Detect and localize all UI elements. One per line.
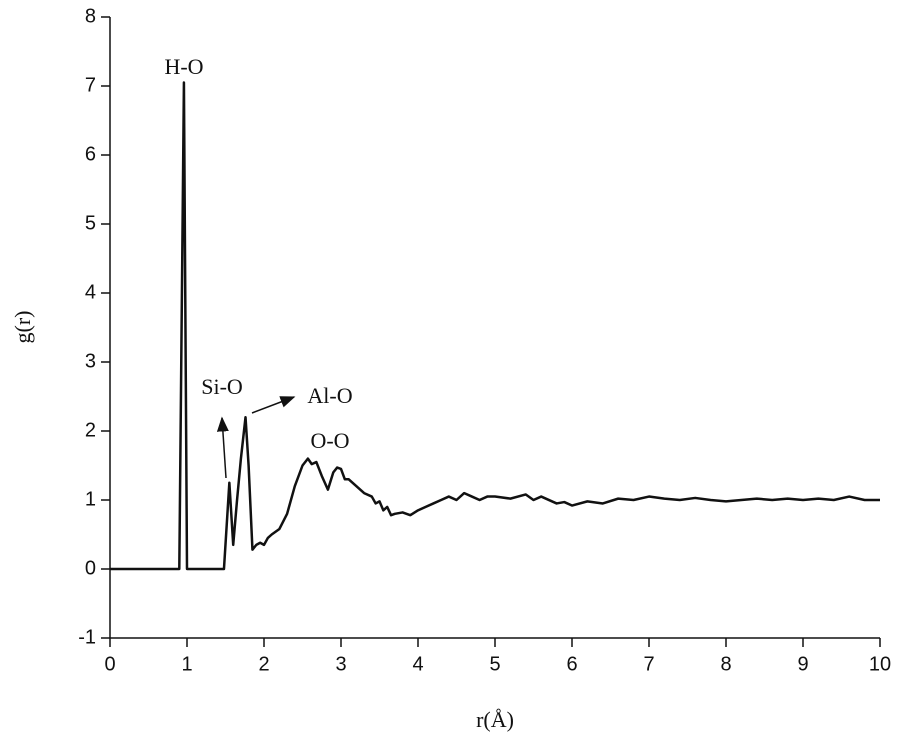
x-axis-label: r(Å) — [476, 707, 514, 732]
data-line — [110, 81, 880, 571]
y-tick-label: -1 — [78, 626, 96, 648]
annotation: H-O — [164, 54, 203, 79]
x-tick-label: 0 — [104, 653, 115, 675]
x-tick-label: 4 — [412, 653, 423, 675]
arrow — [251, 396, 296, 414]
y-tick-label: 7 — [85, 74, 96, 96]
y-tick-label: 1 — [85, 488, 96, 510]
x-tick-label: 1 — [181, 653, 192, 675]
annotation: O-O — [310, 428, 349, 453]
y-tick-label: 5 — [85, 212, 96, 234]
x-tick-label: 2 — [258, 653, 269, 675]
y-tick-label: 2 — [85, 419, 96, 441]
x-tick-label: 7 — [643, 653, 654, 675]
x-tick-label: 9 — [797, 653, 808, 675]
x-tick-label: 8 — [720, 653, 731, 675]
y-tick-label: 8 — [85, 5, 96, 27]
x-tick-label: 5 — [489, 653, 500, 675]
y-axis-label: g(r) — [10, 311, 35, 344]
x-tick-label: 10 — [869, 653, 891, 675]
y-tick-label: 3 — [85, 350, 96, 372]
y-tick-label: 0 — [85, 557, 96, 579]
annotation: Si-O — [201, 374, 243, 399]
arrow — [216, 416, 229, 479]
y-tick-label: 6 — [85, 143, 96, 165]
x-tick-label: 6 — [566, 653, 577, 675]
y-tick-label: 4 — [85, 281, 96, 303]
annotation: Al-O — [307, 383, 352, 408]
x-tick-label: 3 — [335, 653, 346, 675]
